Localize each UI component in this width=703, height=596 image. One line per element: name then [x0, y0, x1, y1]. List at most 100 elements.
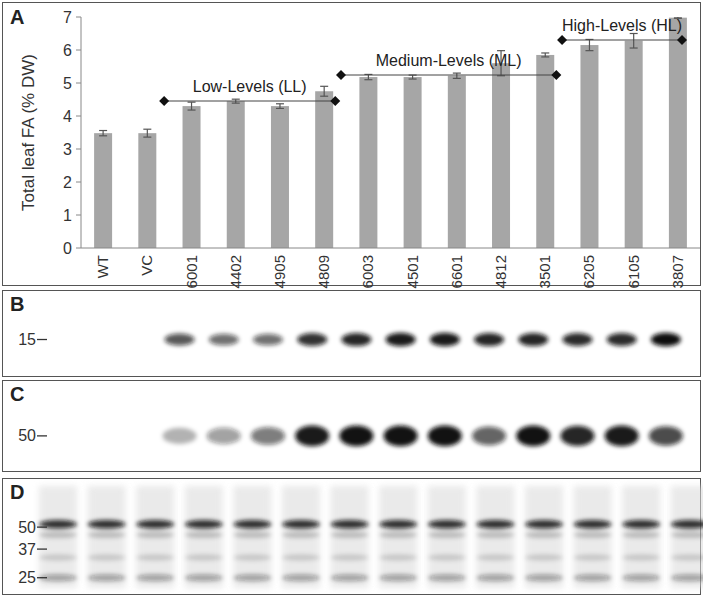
annotation-diamond [677, 35, 687, 45]
lane-smear [185, 486, 223, 588]
marker-label: 50 [18, 519, 36, 536]
band [39, 554, 77, 560]
annotation-text: High-Levels (HL) [562, 17, 682, 34]
marker-tick [37, 435, 47, 436]
lane-smear [476, 486, 514, 588]
bar [138, 133, 156, 248]
bar [448, 76, 466, 248]
bar [315, 91, 333, 248]
band [185, 554, 223, 560]
lane-smear [331, 486, 369, 588]
band [251, 427, 285, 445]
panel-frame [3, 291, 701, 377]
band [165, 333, 195, 345]
error-cap [99, 130, 107, 131]
band [518, 333, 548, 346]
panel-label: C [10, 383, 24, 405]
bar [625, 41, 643, 248]
lane-smear [88, 486, 126, 588]
marker-tick [37, 548, 47, 549]
band [233, 554, 271, 560]
x-tick-label: 4905 [271, 255, 288, 288]
blot-panel: C50 [3, 381, 701, 472]
bar [492, 63, 510, 248]
error-cap [320, 86, 328, 87]
figure: ATotal leaf FA (% DW)01234567WTVC6001440… [0, 0, 703, 596]
lane-smear [282, 486, 320, 588]
error-stem [191, 102, 192, 110]
error-stem [279, 104, 280, 109]
band [331, 532, 369, 539]
x-tick-label: WT [94, 255, 111, 278]
marker-tick [37, 577, 47, 578]
error-stem [633, 34, 634, 49]
panel-frame [3, 381, 701, 472]
band [525, 532, 563, 539]
marker-tick [37, 339, 47, 340]
error-cap [143, 137, 151, 138]
error-cap [232, 99, 240, 100]
band [622, 532, 660, 539]
error-stem [324, 86, 325, 96]
band [341, 333, 371, 346]
annotation-line [164, 101, 335, 102]
error-stem [103, 131, 104, 136]
lane-smear [379, 486, 417, 588]
error-bar [541, 53, 549, 57]
marker-tick [37, 526, 47, 527]
error-cap [409, 78, 417, 79]
error-bar [630, 34, 638, 49]
band [185, 532, 223, 539]
x-tick-label: 4501 [404, 255, 421, 288]
marker-label: 15 [18, 331, 36, 348]
y-tick-label: 2 [63, 174, 72, 191]
band [297, 333, 327, 346]
error-cap [320, 96, 328, 97]
error-cap [453, 72, 461, 73]
y-axis [81, 17, 82, 248]
x-tick-label: 6105 [625, 255, 642, 288]
bars [94, 17, 687, 248]
band [428, 574, 466, 581]
band [574, 554, 612, 560]
bar [94, 133, 112, 248]
bar [227, 101, 245, 248]
band [233, 520, 271, 529]
band [476, 554, 514, 560]
band [295, 426, 329, 447]
y-tick-label: 1 [63, 207, 72, 224]
band [331, 520, 369, 529]
group-annotation: Low-Levels (LL) [159, 78, 340, 106]
error-bar [409, 75, 417, 79]
error-cap [364, 79, 372, 80]
lane-smear [622, 486, 660, 588]
annotation-diamond [557, 35, 567, 45]
y-tick-label: 7 [63, 9, 72, 26]
bar [359, 77, 377, 248]
panel-frame [3, 3, 701, 286]
annotation-text: Low-Levels (LL) [193, 78, 307, 95]
band [136, 574, 174, 581]
annotation-line [562, 40, 682, 41]
band [605, 426, 639, 447]
blot-panel: B15 [3, 291, 701, 377]
annotation-text: Medium-Levels (ML) [376, 52, 522, 69]
annotation-diamond [551, 70, 561, 80]
error-cap [585, 50, 593, 51]
lane-smear [525, 486, 563, 588]
lane-smear [428, 486, 466, 588]
lane-smear [233, 486, 271, 588]
band [185, 574, 223, 581]
x-tick-label: 6003 [359, 255, 376, 288]
lane-smear [136, 486, 174, 588]
band [136, 520, 174, 529]
band [671, 574, 703, 581]
lane-smear [574, 486, 612, 588]
y-tick [76, 17, 81, 18]
band [472, 427, 506, 446]
y-tick [76, 83, 81, 84]
band [671, 532, 703, 539]
x-tick-label: 4809 [315, 255, 332, 288]
error-cap [232, 103, 240, 104]
y-tick [76, 215, 81, 216]
